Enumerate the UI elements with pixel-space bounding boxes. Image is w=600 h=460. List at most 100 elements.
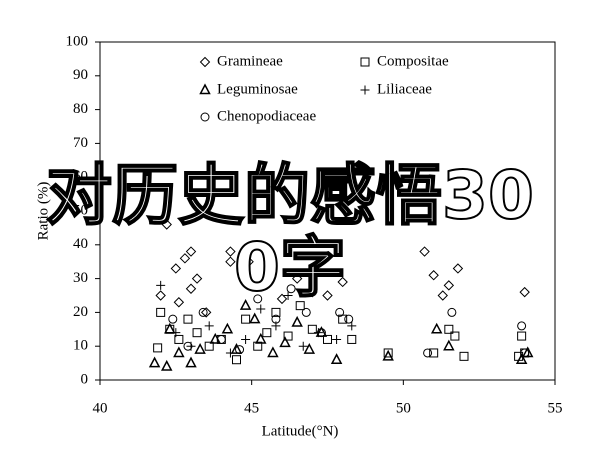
x-axis-label: Latitude(°N) xyxy=(262,423,339,439)
y-axis-label: Ratio (%) xyxy=(35,182,51,241)
marker-square xyxy=(204,341,214,351)
marker-circle xyxy=(168,314,178,324)
x-tick-label: 50 xyxy=(396,400,411,416)
marker-square xyxy=(241,314,251,324)
marker-square xyxy=(517,331,527,341)
y-tick-label: 0 xyxy=(81,371,89,387)
marker-plus xyxy=(156,280,166,290)
marker-circle xyxy=(271,314,281,324)
marker-plus xyxy=(241,334,251,344)
marker-diamond xyxy=(179,253,191,264)
marker-diamond xyxy=(170,263,182,274)
marker-triangle xyxy=(164,322,176,334)
marker-triangle xyxy=(239,299,252,310)
marker-circle xyxy=(198,307,208,317)
marker-circle xyxy=(344,314,354,324)
marker-triangle xyxy=(430,322,443,334)
marker-triangle xyxy=(330,353,343,364)
marker-plus xyxy=(283,291,293,300)
marker-triangle xyxy=(279,336,291,348)
marker-square xyxy=(444,324,454,334)
marker-plus xyxy=(347,321,357,331)
marker-triangle xyxy=(521,346,534,358)
marker-diamond xyxy=(428,270,439,281)
marker-circle xyxy=(517,321,527,331)
marker-square xyxy=(459,351,469,361)
marker-diamond xyxy=(225,256,236,267)
marker-diamond xyxy=(276,293,288,305)
x-tick-label: 45 xyxy=(244,400,259,416)
marker-diamond xyxy=(161,219,172,230)
marker-circle xyxy=(423,348,433,358)
marker-diamond xyxy=(191,273,203,284)
marker-square xyxy=(262,328,272,338)
marker-square xyxy=(429,348,439,358)
marker-square xyxy=(174,334,184,344)
y-tick-label: 100 xyxy=(66,33,89,49)
marker-triangle xyxy=(382,349,394,361)
marker-circle xyxy=(286,284,296,294)
marker-diamond xyxy=(452,263,464,274)
marker-triangle xyxy=(291,315,303,327)
marker-circle xyxy=(216,334,226,344)
y-tick-label: 40 xyxy=(73,236,88,252)
marker-circle xyxy=(301,307,311,317)
marker-diamond xyxy=(291,273,303,284)
y-tick-label: 50 xyxy=(73,202,88,218)
marker-circle xyxy=(183,341,193,351)
y-tick-label: 10 xyxy=(73,338,88,354)
marker-triangle xyxy=(267,346,279,358)
marker-triangle xyxy=(515,353,528,364)
marker-triangle xyxy=(194,342,206,354)
marker-square xyxy=(295,301,305,311)
marker-circle xyxy=(335,307,345,317)
marker-plus xyxy=(171,328,181,338)
x-tick-label: 55 xyxy=(548,400,563,416)
marker-triangle xyxy=(230,342,243,354)
marker-circle xyxy=(235,345,245,355)
marker-square xyxy=(192,328,202,338)
y-tick-label: 90 xyxy=(73,67,88,83)
marker-diamond xyxy=(243,256,254,267)
marker-diamond xyxy=(185,283,197,294)
marker-diamond xyxy=(322,290,333,301)
marker-square xyxy=(307,324,317,334)
marker-square xyxy=(283,331,293,341)
marker-square xyxy=(156,307,166,317)
marker-triangle xyxy=(255,332,267,344)
marker-circle xyxy=(520,348,530,358)
y-tick-label: 80 xyxy=(73,101,88,117)
marker-plus xyxy=(298,341,308,351)
marker-square xyxy=(153,343,163,353)
marker-diamond xyxy=(185,246,197,257)
marker-triangle xyxy=(303,342,316,354)
legend-label: Liliaceae xyxy=(377,81,432,97)
marker-diamond xyxy=(516,205,527,217)
marker-plus xyxy=(332,334,342,344)
x-tick-label: 40 xyxy=(93,400,108,416)
marker-diamond xyxy=(307,286,318,298)
legend-label: Leguminosae xyxy=(217,81,298,97)
marker-triangle xyxy=(248,312,261,324)
marker-diamond xyxy=(519,286,530,298)
marker-circle xyxy=(253,294,263,304)
marker-plus xyxy=(256,304,266,314)
legend-label: Chenopodiaceae xyxy=(217,108,316,124)
marker-square xyxy=(323,334,332,344)
y-tick-label: 70 xyxy=(73,135,88,151)
marker-triangle xyxy=(185,356,197,368)
marker-triangle xyxy=(199,83,211,95)
marker-diamond xyxy=(437,290,448,301)
marker-square xyxy=(347,334,357,344)
marker-square xyxy=(232,355,241,365)
marker-triangle xyxy=(160,359,173,371)
legend-label: Compositae xyxy=(377,53,449,69)
legend-label: Gramineae xyxy=(217,53,283,69)
y-tick-label: 60 xyxy=(73,169,88,185)
marker-diamond xyxy=(173,297,185,308)
marker-circle xyxy=(316,328,326,338)
marker-diamond xyxy=(199,56,211,68)
y-tick-label: 20 xyxy=(73,304,88,320)
